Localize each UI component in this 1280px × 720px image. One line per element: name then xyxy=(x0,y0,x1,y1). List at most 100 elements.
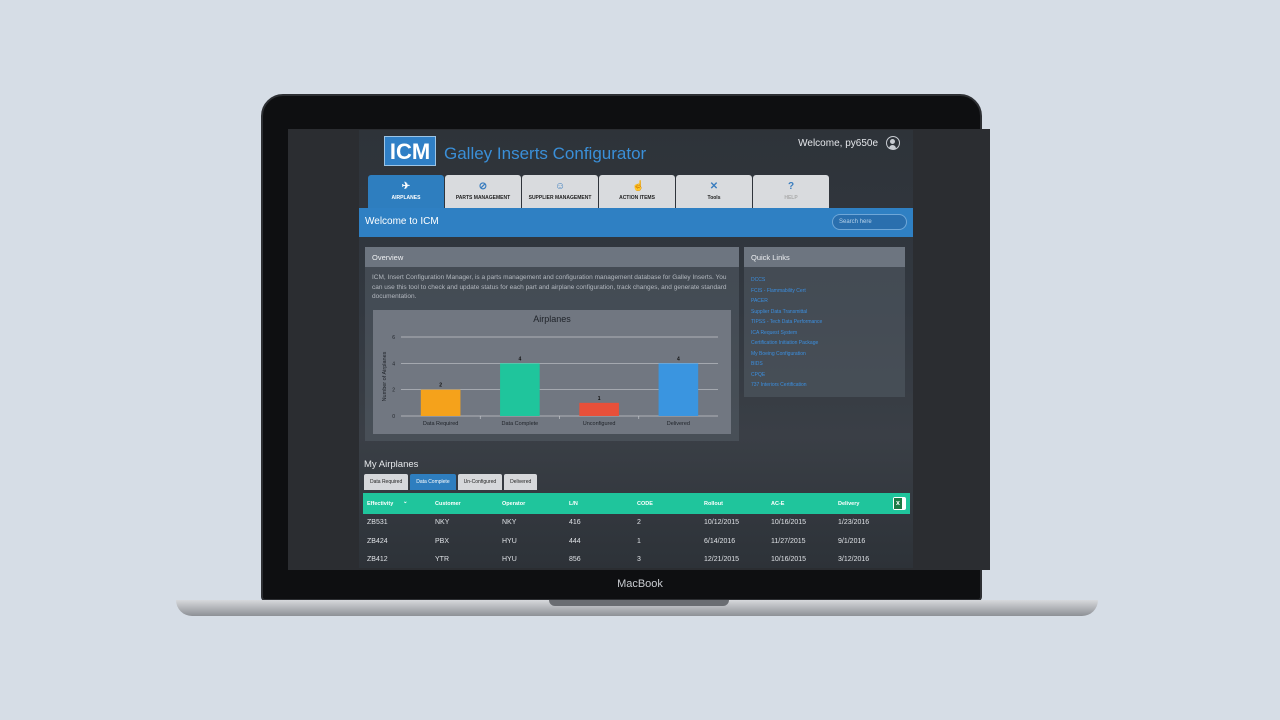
sort-chevron-icon[interactable]: ⌄ xyxy=(403,499,408,505)
app-header: ICM Galley Inserts Configurator Welcome,… xyxy=(359,130,913,176)
help-icon: ? xyxy=(787,181,795,192)
subtab-un-configured[interactable]: Un-Configured xyxy=(457,474,503,490)
laptop-brand: MacBook xyxy=(617,578,663,590)
quick-links-list: DCCS FCIS - Flammability Cert PACER Supplie… xyxy=(751,277,822,393)
column-header[interactable]: Rollout xyxy=(704,501,723,507)
y-tick-label: 6 xyxy=(392,335,395,341)
table-cell: 3 xyxy=(637,556,641,563)
table-cell: 444 xyxy=(569,537,581,545)
table-cell: HYU xyxy=(502,537,517,545)
main-tabs: ✈ AIRPLANES ⊘ PARTS MANAGEMENT ☺ SUPPLIE… xyxy=(368,175,829,208)
chart-svg: 0 2 4 6 Number of Airplanes 2 Data Required 4 Da… xyxy=(382,335,718,427)
tab-airplanes[interactable]: ✈ AIRPLANES xyxy=(368,175,444,208)
y-axis-label: Number of Airplanes xyxy=(382,351,388,401)
table-cell: 416 xyxy=(569,519,581,526)
table-row[interactable]: ZB424 PBX HYU 444 1 6/14/2016 11/27/2015 9/1/20… xyxy=(363,533,910,551)
subtab-delivered[interactable]: Delivered xyxy=(504,474,538,490)
table-cell: ZB424 xyxy=(367,537,388,545)
bar xyxy=(658,363,699,416)
quick-link-item[interactable]: Supplier Data Transmittal xyxy=(751,308,808,315)
table-cell: ZB412 xyxy=(367,556,388,563)
laptop-notch xyxy=(549,600,729,606)
table-cell: 12/21/2015 xyxy=(704,556,740,563)
app-window: ICM Galley Inserts Configurator Welcome,… xyxy=(359,130,913,568)
y-tick-label: 2 xyxy=(392,388,395,394)
subtab-data-complete[interactable]: Data Complete xyxy=(410,474,456,490)
column-header[interactable]: L/N xyxy=(569,501,578,507)
column-header[interactable]: Delivery xyxy=(838,501,860,507)
table-cell: 2 xyxy=(637,519,641,526)
table-row[interactable]: ZB531 NKY NKY 416 2 10/12/2015 10/16/2015 1/23/… xyxy=(363,514,910,532)
overview-title: Overview xyxy=(365,247,739,267)
column-header[interactable]: Operator xyxy=(502,501,526,507)
overview-panel: Overview ICM, Insert Configuration Manag… xyxy=(365,247,739,441)
tab-supplier-management[interactable]: ☺ SUPPLIER MANAGEMENT xyxy=(522,175,598,208)
my-airplanes-title: My Airplanes xyxy=(364,459,419,470)
column-header[interactable]: Effectivity xyxy=(367,501,394,507)
tab-action-items[interactable]: ☝ ACTION ITEMS xyxy=(599,175,675,208)
column-header[interactable]: Customer xyxy=(435,501,461,507)
quick-links-panel: Quick Links DCCS FCIS - Flammability Cert… xyxy=(744,247,905,397)
tab-help[interactable]: ? HELP xyxy=(753,175,829,208)
tab-tools[interactable]: ✕ Tools xyxy=(676,175,752,208)
quick-link-item[interactable]: PACER xyxy=(751,298,768,304)
table-cell: NKY xyxy=(435,519,450,526)
table-row[interactable]: ZB412 YTR HYU 856 3 12/21/2015 10/16/2015 3/12/… xyxy=(363,551,910,568)
welcome-text: Welcome, py650e xyxy=(798,138,878,149)
table-cell: ZB531 xyxy=(367,519,388,526)
tab-parts-management[interactable]: ⊘ PARTS MANAGEMENT xyxy=(445,175,521,208)
table-cell: 10/16/2015 xyxy=(771,556,807,563)
subtab-data-required[interactable]: Data Required xyxy=(364,474,409,490)
parts-icon: ⊘ xyxy=(478,181,488,192)
quick-link-item[interactable]: ICA Request System xyxy=(751,329,798,336)
y-tick-label: 0 xyxy=(392,414,395,420)
excel-export-icon[interactable] xyxy=(893,497,906,510)
quick-link-item[interactable]: TIPSS - Tech Data Performance xyxy=(751,319,823,325)
data-label: 4 xyxy=(677,356,680,362)
supplier-icon: ☺ xyxy=(555,181,566,192)
x-tick-label: Unconfigured xyxy=(583,421,616,427)
table-cell: 3/12/2016 xyxy=(838,556,870,563)
data-label: 1 xyxy=(598,396,601,402)
x-tick-label: Data Complete xyxy=(502,421,539,427)
table-cell: PBX xyxy=(435,537,450,545)
quick-link-item[interactable]: My Boeing Configuration xyxy=(751,350,806,357)
quick-link-item[interactable]: Certification Initiation Package xyxy=(751,340,819,346)
table-cell: 10/16/2015 xyxy=(771,519,807,526)
table-cell: 1/23/2016 xyxy=(838,519,870,526)
bar xyxy=(579,402,619,416)
quick-link-item[interactable]: DCCS xyxy=(751,277,766,283)
table-cell: 9/1/2016 xyxy=(838,537,866,545)
icm-logo[interactable]: ICM xyxy=(384,136,436,166)
table-header: Effectivity ⌄ Customer Operator L/N CODE Rollo… xyxy=(363,493,910,514)
quick-link-item[interactable]: BIDS xyxy=(751,361,763,367)
x-tick-label: Data Required xyxy=(423,421,458,427)
table-cell: 11/27/2015 xyxy=(771,537,806,545)
chart-title: Airplanes xyxy=(533,314,571,324)
my-airplanes-tabs: Data Required Data Complete Un-Configure… xyxy=(364,474,538,490)
quick-link-item[interactable]: CPQE xyxy=(751,371,766,378)
column-header[interactable]: CODE xyxy=(637,501,653,507)
column-header[interactable]: AC-E xyxy=(771,501,785,507)
search-input[interactable]: Search here xyxy=(832,214,907,230)
data-label: 2 xyxy=(439,383,442,389)
laptop-base xyxy=(176,600,1098,616)
tools-icon: ✕ xyxy=(709,181,719,192)
user-icon[interactable] xyxy=(886,136,900,150)
table-cell: YTR xyxy=(435,556,449,563)
quick-link-item[interactable]: FCIS - Flammability Cert xyxy=(751,287,806,294)
table-cell: NKY xyxy=(502,519,517,526)
bar xyxy=(500,363,540,416)
quick-link-item[interactable]: 737 Interiors Certification xyxy=(751,382,807,388)
table-cell: 856 xyxy=(569,556,581,563)
table-cell: 10/12/2015 xyxy=(704,519,740,526)
table-cell: HYU xyxy=(502,556,517,563)
bar xyxy=(420,389,461,416)
airplanes-chart: Airplanes 0 2 4 6 Number of Airplanes 2 Data R… xyxy=(373,310,731,434)
overview-text: ICM, Insert Configuration Manager, is a … xyxy=(372,274,727,300)
table-cell: 6/14/2016 xyxy=(704,537,736,545)
welcome-bar: Welcome to ICM Search here xyxy=(359,208,913,237)
quick-links-title: Quick Links xyxy=(744,247,905,267)
y-tick-label: 4 xyxy=(392,361,395,367)
app-title: Galley Inserts Configurator xyxy=(444,144,647,163)
